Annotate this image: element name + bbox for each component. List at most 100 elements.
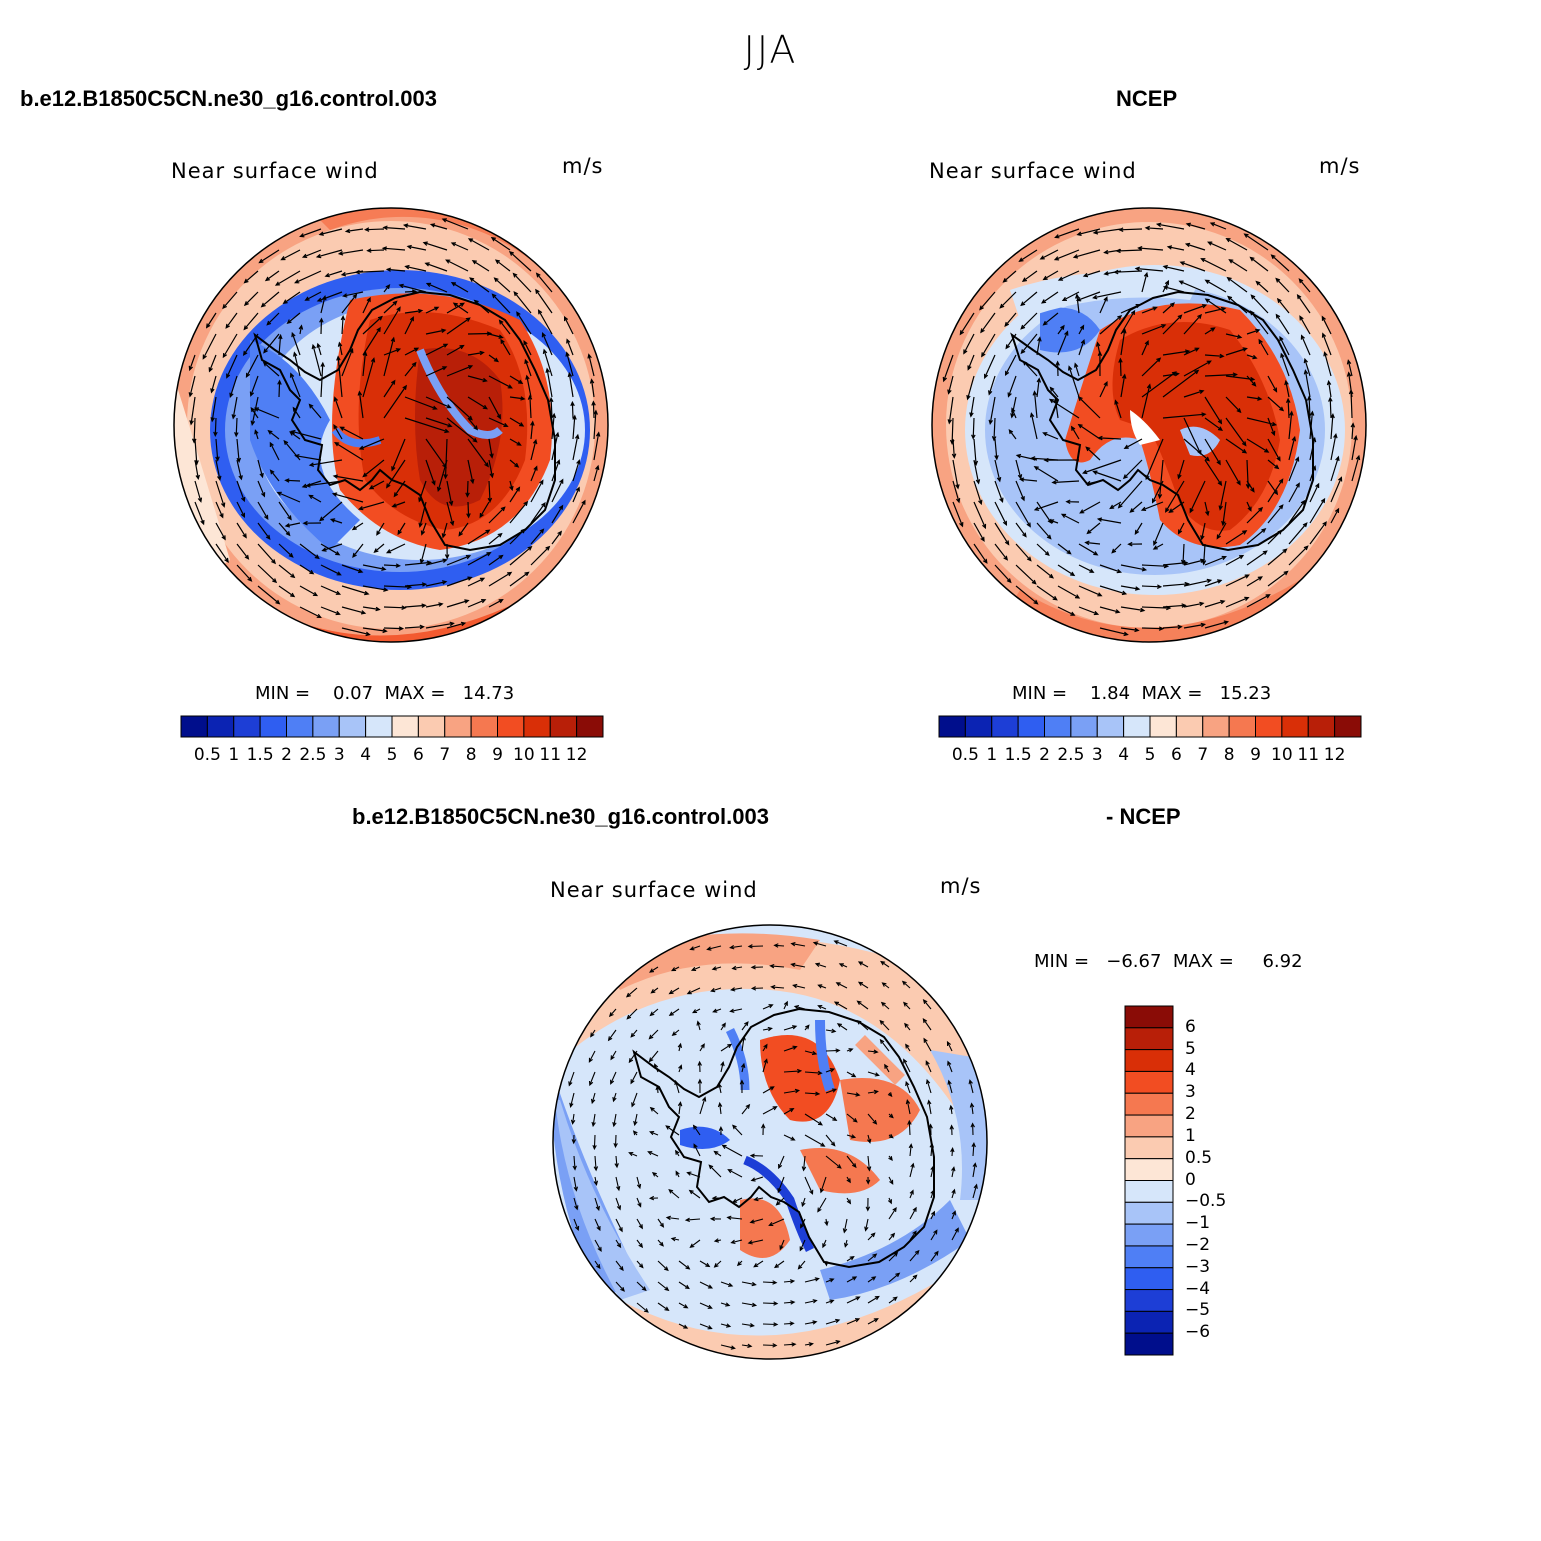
model-minmax: MIN = 0.07 MAX = 14.73 — [255, 683, 515, 704]
wind-vector — [243, 270, 259, 284]
wind-vector — [947, 375, 954, 395]
wind-vector — [590, 1092, 596, 1105]
wind-vector — [718, 1125, 724, 1136]
wind-vector — [979, 291, 996, 311]
wind-vector — [1155, 222, 1185, 230]
wind-vector — [905, 1043, 911, 1052]
model-colorbar-swatch — [259, 715, 287, 738]
wind-vector — [333, 423, 343, 440]
wind-vector — [1015, 501, 1031, 528]
wind-vector — [648, 1050, 659, 1063]
wind-vector — [294, 270, 322, 284]
wind-vector — [1033, 501, 1059, 511]
wind-vector — [593, 409, 598, 440]
wind-vector — [783, 1025, 798, 1031]
wind-vector — [729, 1008, 743, 1013]
wind-vector — [991, 417, 997, 442]
wind-vector — [324, 270, 343, 278]
model-colorbar-tick-label: 0.5 — [193, 745, 221, 765]
ncep-subtitle: Near surface wind — [929, 159, 1137, 183]
model-colorbar-tick-label: 1.5 — [246, 745, 274, 765]
wind-vector — [1250, 294, 1269, 314]
wind-vector — [804, 1176, 814, 1195]
diff-colorbar-swatch — [1124, 1289, 1174, 1312]
wind-vector — [984, 354, 996, 380]
wind-vector — [213, 417, 218, 437]
wind-vector — [741, 1343, 753, 1349]
wind-vector — [523, 339, 532, 356]
wind-vector — [1326, 379, 1332, 398]
wind-vector — [846, 1092, 861, 1097]
wind-vector — [888, 1206, 897, 1220]
wind-vector — [269, 469, 280, 482]
wind-vector — [1204, 620, 1230, 629]
model-colorbar-tick-label: 9 — [492, 745, 503, 765]
wind-vector — [488, 438, 494, 459]
wind-vector — [867, 1318, 879, 1325]
wind-vector — [452, 302, 469, 314]
wind-vector — [466, 501, 471, 519]
ncep-colorbar-swatch — [1228, 715, 1256, 738]
wind-vector — [762, 1026, 773, 1032]
wind-vector — [801, 1197, 806, 1208]
wind-vector — [947, 1079, 953, 1094]
wind-vector — [551, 504, 564, 524]
wind-vector — [762, 1004, 774, 1010]
wind-vector — [215, 480, 226, 508]
wind-vector — [726, 1215, 743, 1220]
wind-vector — [741, 1103, 751, 1115]
wind-vector — [928, 1123, 933, 1136]
wind-vector — [467, 529, 491, 545]
wind-vector — [488, 532, 503, 545]
wind-vector — [358, 438, 385, 450]
wind-vector — [1183, 622, 1207, 629]
wind-vector — [592, 1134, 597, 1151]
wind-vector — [971, 417, 976, 440]
wind-vector — [320, 361, 325, 398]
wind-vector — [278, 543, 294, 558]
wind-vector — [236, 438, 242, 463]
wind-vector — [446, 576, 473, 587]
wind-vector — [825, 1048, 841, 1053]
wind-vector — [1153, 522, 1164, 546]
wind-vector — [668, 1188, 680, 1199]
diff-colorbar-tick-label: 0.5 — [1185, 1147, 1213, 1168]
wind-vector — [1328, 396, 1333, 419]
wind-vector — [856, 1000, 869, 1010]
wind-vector — [1049, 386, 1059, 398]
wind-vector — [814, 962, 827, 968]
wind-vector — [1162, 302, 1176, 314]
wind-vector — [1118, 227, 1143, 232]
wind-vector — [383, 605, 407, 610]
wind-vector — [1225, 347, 1248, 356]
diff-colorbar — [1124, 1005, 1174, 1356]
wind-vector — [362, 627, 388, 634]
wind-vector — [572, 414, 577, 440]
wind-vector — [994, 438, 999, 461]
wind-vector — [250, 406, 259, 419]
wind-vector — [362, 326, 381, 356]
wind-vector — [963, 333, 975, 355]
wind-vector — [1177, 522, 1185, 535]
model-colorbar-swatch — [206, 715, 235, 738]
wind-vector — [443, 438, 448, 480]
wind-vector — [316, 291, 343, 302]
wind-vector — [689, 945, 701, 951]
wind-vector — [1246, 328, 1261, 335]
wind-vector — [425, 602, 444, 608]
wind-vector — [905, 1099, 911, 1115]
wind-vector — [697, 1060, 702, 1073]
wind-vector — [1204, 417, 1224, 432]
wind-vector — [804, 1050, 818, 1056]
wind-vector — [887, 1092, 893, 1098]
wind-vector — [189, 396, 196, 426]
wind-vector — [1330, 476, 1343, 503]
wind-vector — [393, 480, 406, 498]
wind-vector — [1092, 228, 1122, 235]
wind-vector — [717, 1082, 722, 1094]
wind-vector — [1042, 270, 1059, 281]
wind-vector — [1162, 349, 1191, 356]
wind-vector — [1309, 521, 1327, 545]
wind-vector — [1267, 375, 1278, 393]
wind-vector — [1120, 328, 1127, 356]
